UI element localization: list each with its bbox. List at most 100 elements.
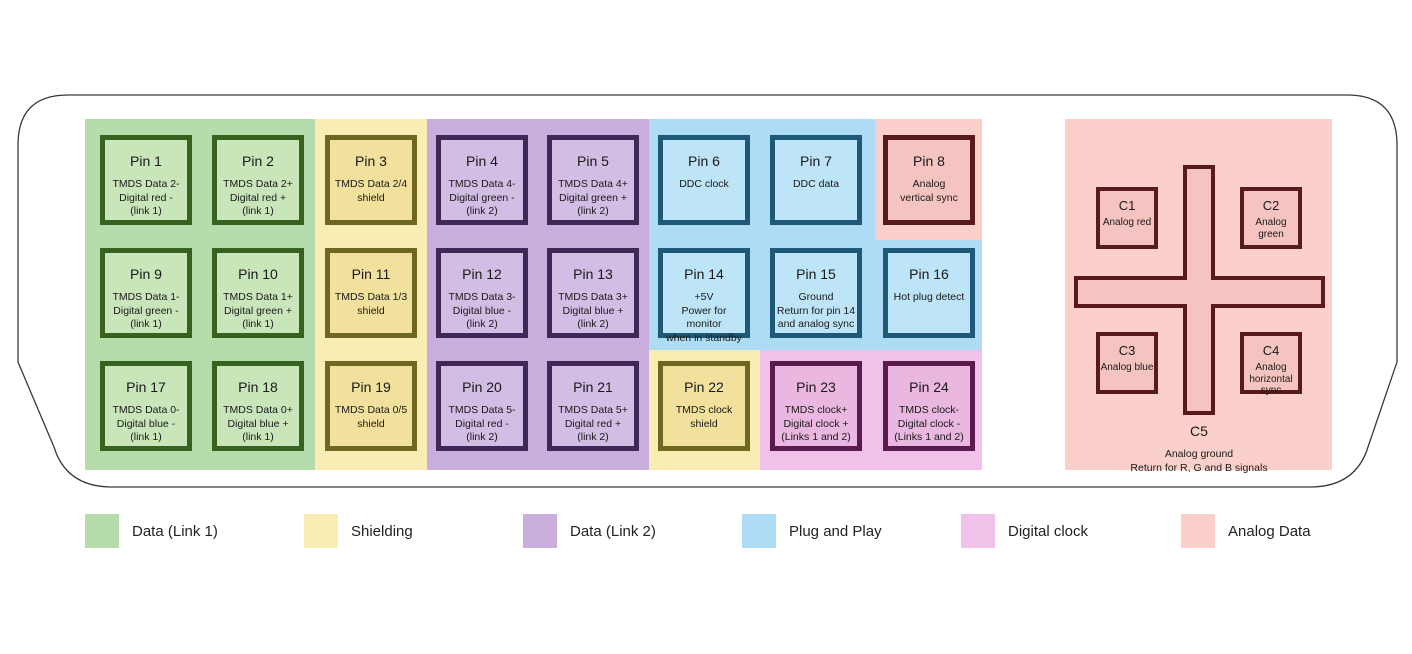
legend-item-analog-data: Analog Data	[1181, 514, 1311, 548]
pin-8: Pin 8 Analog vertical sync	[883, 135, 975, 225]
legend-swatch-plug-and-play	[742, 514, 776, 548]
legend-item-digital-clock: Digital clock	[961, 514, 1088, 548]
pin-23: Pin 23 TMDS clock+ Digital clock + (Link…	[770, 361, 862, 451]
contact-c2-desc: Analog green	[1255, 217, 1287, 240]
legend-swatch-data-link1	[85, 514, 119, 548]
contact-c1-desc: Analog red	[1102, 217, 1152, 228]
contact-c2: C2 Analog green	[1240, 187, 1302, 249]
contact-c2-title: C2	[1262, 198, 1280, 213]
contact-c1: C1 Analog red	[1096, 187, 1158, 249]
pin-14-title: Pin 14	[684, 266, 724, 282]
pin-16: Pin 16 Hot plug detect	[883, 248, 975, 338]
pin-1-desc: TMDS Data 2- Digital red - (link 1)	[112, 178, 180, 218]
legend-label-data-link2: Data (Link 2)	[570, 522, 656, 540]
pin-10: Pin 10 TMDS Data 1+ Digital green + (lin…	[212, 248, 304, 338]
pin-8-title: Pin 8	[913, 153, 945, 169]
pin-21: Pin 21 TMDS Data 5+ Digital red + (link …	[547, 361, 639, 451]
pin-19-desc: TMDS Data 0/5 shield	[334, 404, 408, 430]
pin-12-title: Pin 12	[462, 266, 502, 282]
contact-c5-label: C5 Analog ground Return for R, G and B s…	[1089, 423, 1309, 475]
pin-17-desc: TMDS Data 0- Digital blue - (link 1)	[112, 404, 180, 444]
pin-18: Pin 18 TMDS Data 0+ Digital blue + (link…	[212, 361, 304, 451]
analog-ground-cross	[1074, 165, 1325, 415]
pin-18-desc: TMDS Data 0+ Digital blue + (link 1)	[223, 404, 293, 444]
legend-item-plug-and-play: Plug and Play	[742, 514, 882, 548]
legend-swatch-data-link2	[523, 514, 557, 548]
contact-c4-desc: Analog horizontal sync	[1249, 362, 1293, 396]
pin-2-title: Pin 2	[242, 153, 274, 169]
legend-swatch-shielding	[304, 514, 338, 548]
pin-3-title: Pin 3	[355, 153, 387, 169]
pin-17-title: Pin 17	[126, 379, 166, 395]
pin-5-desc: TMDS Data 4+ Digital green + (link 2)	[558, 178, 628, 218]
pin-6: Pin 6 DDC clock	[658, 135, 750, 225]
pin-5: Pin 5 TMDS Data 4+ Digital green + (link…	[547, 135, 639, 225]
legend-label-plug-and-play: Plug and Play	[789, 522, 882, 540]
pin-4-title: Pin 4	[466, 153, 498, 169]
pin-24-desc: TMDS clock- Digital clock - (Links 1 and…	[894, 404, 964, 444]
legend-item-shielding: Shielding	[304, 514, 413, 548]
pin-11: Pin 11 TMDS Data 1/3 shield	[325, 248, 417, 338]
pin-8-desc: Analog vertical sync	[900, 178, 958, 204]
pin-14: Pin 14 +5V Power for monitor when in sta…	[658, 248, 750, 344]
pin-11-desc: TMDS Data 1/3 shield	[334, 291, 408, 317]
pin-1-title: Pin 1	[130, 153, 162, 169]
pin-5-title: Pin 5	[577, 153, 609, 169]
pin-3: Pin 3 TMDS Data 2/4 shield	[325, 135, 417, 225]
contact-c3: C3 Analog blue	[1096, 332, 1158, 394]
legend-item-data-link1: Data (Link 1)	[85, 514, 218, 548]
pin-11-title: Pin 11	[351, 266, 391, 282]
contact-c3-title: C3	[1118, 343, 1136, 358]
legend-swatch-digital-clock	[961, 514, 995, 548]
contact-c4: C4 Analog horizontal sync	[1240, 332, 1302, 396]
pin-6-desc: DDC clock	[679, 178, 729, 190]
pin-16-title: Pin 16	[909, 266, 949, 282]
pin-15-desc: Ground Return for pin 14 and analog sync	[776, 291, 856, 331]
pin-15: Pin 15 Ground Return for pin 14 and anal…	[770, 248, 862, 338]
pin-20: Pin 20 TMDS Data 5- Digital red - (link …	[436, 361, 528, 451]
pin-10-title: Pin 10	[238, 266, 278, 282]
pin-14-desc: +5V Power for monitor when in standby	[666, 291, 742, 344]
legend-label-shielding: Shielding	[351, 522, 413, 540]
pin-20-desc: TMDS Data 5- Digital red - (link 2)	[448, 404, 516, 444]
pin-10-desc: TMDS Data 1+ Digital green + (link 1)	[223, 291, 293, 331]
contact-c5-desc: Analog ground Return for R, G and B sign…	[1130, 448, 1268, 475]
pin-4: Pin 4 TMDS Data 4- Digital green - (link…	[436, 135, 528, 225]
legend-label-data-link1: Data (Link 1)	[132, 522, 218, 540]
pin-22: Pin 22 TMDS clock shield	[658, 361, 750, 451]
pin-22-title: Pin 22	[684, 379, 724, 395]
pin-15-title: Pin 15	[796, 266, 836, 282]
pin-19: Pin 19 TMDS Data 0/5 shield	[325, 361, 417, 451]
pin-7: Pin 7 DDC data	[770, 135, 862, 225]
pin-21-title: Pin 21	[573, 379, 613, 395]
pin-22-desc: TMDS clock shield	[675, 404, 733, 430]
pin-3-desc: TMDS Data 2/4 shield	[334, 178, 408, 204]
pin-17: Pin 17 TMDS Data 0- Digital blue - (link…	[100, 361, 192, 451]
pin-23-desc: TMDS clock+ Digital clock + (Links 1 and…	[781, 404, 851, 444]
pin-20-title: Pin 20	[462, 379, 502, 395]
contact-c5-title: C5	[1190, 423, 1208, 439]
legend-swatch-analog-data	[1181, 514, 1215, 548]
pin-7-title: Pin 7	[800, 153, 832, 169]
pin-4-desc: TMDS Data 4- Digital green - (link 2)	[448, 178, 516, 218]
legend-item-data-link2: Data (Link 2)	[523, 514, 656, 548]
contact-c4-title: C4	[1262, 343, 1280, 358]
pin-7-desc: DDC data	[792, 178, 840, 190]
pin-13: Pin 13 TMDS Data 3+ Digital blue + (link…	[547, 248, 639, 338]
pin-18-title: Pin 18	[238, 379, 278, 395]
pin-24-title: Pin 24	[909, 379, 949, 395]
pin-9: Pin 9 TMDS Data 1- Digital green - (link…	[100, 248, 192, 338]
pin-9-title: Pin 9	[130, 266, 162, 282]
pin-1: Pin 1 TMDS Data 2- Digital red - (link 1…	[100, 135, 192, 225]
legend-label-analog-data: Analog Data	[1228, 522, 1311, 540]
legend-label-digital-clock: Digital clock	[1008, 522, 1089, 540]
pin-9-desc: TMDS Data 1- Digital green - (link 1)	[112, 291, 180, 331]
contact-c3-desc: Analog blue	[1100, 362, 1154, 373]
contact-c1-title: C1	[1118, 198, 1136, 213]
pin-24: Pin 24 TMDS clock- Digital clock - (Link…	[883, 361, 975, 451]
pin-16-desc: Hot plug detect	[893, 291, 965, 303]
pin-23-title: Pin 23	[796, 379, 836, 395]
pin-6-title: Pin 6	[688, 153, 720, 169]
